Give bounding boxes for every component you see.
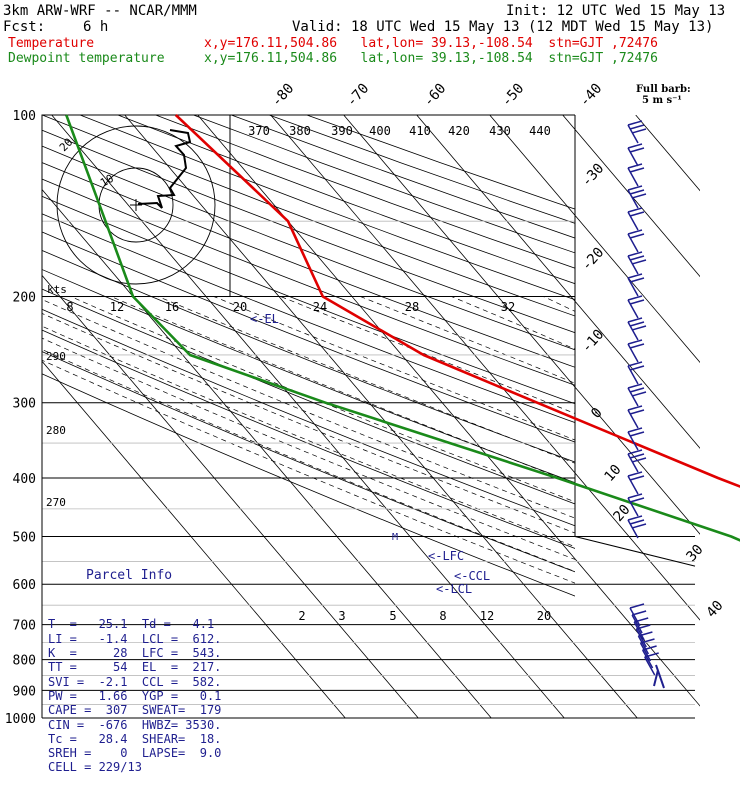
moist-adiabat-line	[360, 297, 740, 719]
pressure-tick-label: 700	[13, 619, 36, 634]
parcel-info-row: T = 25.1 Td = 4.1	[48, 617, 221, 631]
isotherm-tick-label: 40	[703, 598, 726, 621]
parcel-info-title: Parcel Info	[86, 569, 221, 583]
potential-temperature-label: 400	[369, 124, 391, 138]
pressure-tick-label: 500	[13, 530, 36, 545]
parcel-info-row: CIN = -676 HWBZ= 3530.	[48, 718, 221, 732]
moist-adiabat-line	[688, 297, 740, 719]
parcel-info-row: SVI = -2.1 CCL = 582.	[48, 675, 221, 689]
wind-speed-tick-label: 20	[233, 300, 247, 314]
wind-barb	[628, 516, 646, 538]
parcel-info-row: Tc = 28.4 SHEAR= 18.	[48, 732, 221, 746]
parcel-level-annotation: <-EL	[250, 312, 279, 326]
wind-barb	[628, 296, 644, 318]
pressure-tick-label: 200	[13, 291, 36, 306]
parcel-info-row: PW = 1.66 YGP = 0.1	[48, 689, 221, 703]
potential-temperature-label: 430	[489, 124, 511, 138]
parcel-info-row: K = 28 LFC = 543.	[48, 646, 221, 660]
parcel-marker: M	[392, 532, 398, 543]
isotherm-tick-label: -50	[499, 81, 528, 111]
mixing-ratio-label: 8	[439, 609, 446, 623]
wind-barb	[628, 164, 644, 186]
potential-temperature-label: 440	[529, 124, 551, 138]
isotherm-tick-label: -60	[421, 81, 450, 111]
dry-adiabat-line	[269, 115, 740, 718]
wind-barb	[628, 340, 644, 362]
parcel-info-row: TT = 54 EL = 217.	[48, 660, 221, 674]
mixing-ratio-label: 3	[338, 609, 345, 623]
pressure-tick-label: 400	[13, 472, 36, 487]
isotherm-tick-label: 10	[601, 462, 624, 485]
wind-speed-tick-label: 16	[165, 300, 179, 314]
potential-temperature-label: 420	[448, 124, 470, 138]
mixing-ratio-label: 5	[389, 609, 396, 623]
equivalent-potential-temperature-label: 270	[46, 496, 66, 509]
parcel-level-annotation: <-LCL	[436, 582, 472, 596]
potential-temperature-label: 380	[289, 124, 311, 138]
isotherm-line	[636, 115, 740, 718]
pressure-tick-label: 900	[13, 684, 36, 699]
wind-speed-unit-label: kts	[47, 283, 67, 296]
mixing-ratio-label: 2	[298, 609, 305, 623]
wind-barb	[628, 144, 644, 166]
potential-temperature-label: 370	[248, 124, 270, 138]
isotherm-line	[563, 115, 740, 718]
parcel-info-row: CELL = 229/13	[48, 760, 221, 774]
wind-barb	[628, 252, 646, 274]
wind-barb	[628, 384, 646, 406]
wind-speed-tick-label: 8	[66, 300, 73, 314]
isotherm-tick-label: -10	[579, 327, 608, 357]
wind-barb	[628, 472, 644, 494]
isotherm-tick-label: 0	[588, 405, 606, 422]
mixing-ratio-label: 20	[537, 609, 551, 623]
dry-adiabat-line	[194, 115, 740, 718]
isotherm-tick-label: -80	[269, 81, 298, 111]
pressure-tick-label: 300	[13, 397, 36, 412]
isotherm-tick-label: -30	[579, 161, 608, 191]
wind-barb	[628, 318, 646, 340]
mixing-ratio-label: 12	[480, 609, 494, 623]
parcel-level-annotation: <-LFC	[428, 549, 464, 563]
isotherm-line	[344, 115, 740, 718]
parcel-info-row: CAPE = 307 SWEAT= 179	[48, 703, 221, 717]
equivalent-potential-temperature-label: 280	[46, 424, 66, 437]
pressure-tick-label: 100	[13, 109, 36, 124]
isotherm-tick-label: 20	[610, 502, 633, 525]
moist-adiabat-line	[214, 297, 740, 719]
pressure-tick-label: 800	[13, 654, 36, 669]
wind-speed-tick-label: 24	[313, 300, 327, 314]
isotherm-line	[417, 115, 740, 718]
isotherm-tick-label: -40	[577, 81, 606, 111]
parcel-info-row: SREH = 0 LAPSE= 9.0	[48, 746, 221, 760]
potential-temperature-label: 410	[409, 124, 431, 138]
wind-barb	[654, 665, 664, 688]
wind-barb	[628, 406, 644, 428]
isotherm-tick-label: -70	[344, 81, 373, 111]
isotherm-line	[709, 115, 740, 718]
pressure-tick-label: 1000	[5, 712, 36, 727]
moist-adiabat-line	[452, 297, 740, 719]
wind-speed-tick-label: 32	[501, 300, 515, 314]
wind-barb	[628, 274, 644, 296]
potential-temperature-label: 390	[331, 124, 353, 138]
wind-barb	[628, 208, 644, 230]
hodograph-ring-label: 20	[57, 136, 76, 155]
pressure-tick-label: 600	[13, 578, 36, 593]
wind-barb	[628, 450, 646, 472]
parcel-info-row: LI = -1.4 LCL = 612.	[48, 632, 221, 646]
equivalent-potential-temperature-label: 290	[46, 350, 66, 363]
parcel-level-annotation: <-CCL	[454, 569, 490, 583]
wind-barb	[628, 230, 644, 252]
wind-speed-tick-label: 12	[110, 300, 124, 314]
wind-barb	[628, 186, 646, 208]
wind-speed-tick-label: 28	[405, 300, 419, 314]
